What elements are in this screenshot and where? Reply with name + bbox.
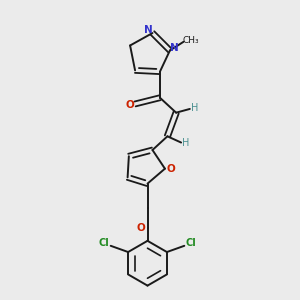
Text: Cl: Cl xyxy=(98,238,109,248)
Text: H: H xyxy=(191,103,199,113)
Text: O: O xyxy=(167,164,176,174)
Text: Cl: Cl xyxy=(186,238,197,248)
Text: CH₃: CH₃ xyxy=(182,36,199,45)
Text: N: N xyxy=(144,25,153,35)
Text: O: O xyxy=(125,100,134,110)
Text: N: N xyxy=(170,43,179,53)
Text: H: H xyxy=(182,137,190,148)
Text: O: O xyxy=(137,224,146,233)
